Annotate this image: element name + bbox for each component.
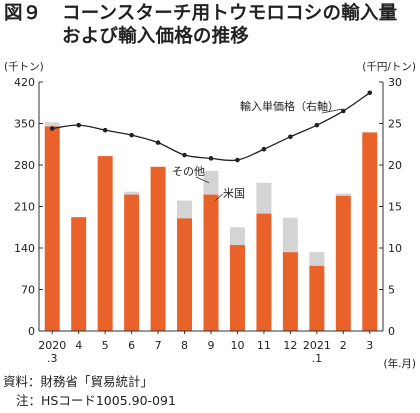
- x-tick-label-part: 2020: [38, 339, 66, 352]
- left-tick-label-5: 350: [14, 118, 35, 131]
- x-tick-label-2: 5: [102, 339, 109, 352]
- x-tick-label-part: 2: [340, 339, 347, 352]
- price-point-11: [341, 108, 346, 114]
- right-tick-label-3: 15: [388, 201, 402, 214]
- bar-us-10: [309, 265, 325, 331]
- price-point-1: [76, 122, 81, 128]
- x-tick-label-part: .1: [312, 352, 323, 365]
- price-label-leader: [321, 108, 343, 114]
- x-tick-label-part: 3: [366, 339, 373, 352]
- bar-other-7: [229, 227, 245, 246]
- bar-other-9: [282, 217, 298, 253]
- price-point-2: [102, 127, 108, 133]
- other-label-leader: [195, 176, 210, 184]
- right-tick-label-4: 20: [388, 159, 402, 172]
- left-tick-label-2: 140: [14, 242, 35, 255]
- bar-us-12: [362, 132, 378, 331]
- x-tick-label-5: 8: [181, 339, 188, 352]
- x-axis-unit: (年.月): [383, 357, 416, 370]
- price-point-9: [288, 134, 293, 140]
- chart-title-line-2: および輸入価格の推移: [62, 26, 250, 47]
- bar-us-2: [97, 156, 113, 331]
- price-point-4: [155, 140, 161, 145]
- bar-other-0: [44, 122, 60, 127]
- x-tick-label-part: 5: [102, 339, 109, 352]
- bar-us-11: [335, 195, 351, 331]
- x-tick-label-part: .3: [47, 352, 58, 365]
- price-point-5: [182, 152, 187, 158]
- right-axis-unit: (千円/トン): [362, 61, 416, 73]
- x-tick-label-1: 4: [75, 339, 82, 352]
- right-tick-label-2: 10: [388, 242, 402, 255]
- bar-other-5: [177, 200, 193, 219]
- bar-us-8: [256, 213, 272, 331]
- left-tick-label-1: 70: [21, 284, 35, 297]
- x-tick-label-part: 10: [230, 339, 244, 352]
- x-tick-label-3: 6: [128, 339, 135, 352]
- figure-label: 図９: [4, 3, 42, 24]
- bar-us-1: [71, 217, 87, 331]
- x-tick-label-4: 7: [155, 339, 162, 352]
- bar-other-10: [309, 252, 325, 266]
- x-tick-label-part: 12: [283, 339, 297, 352]
- x-tick-label-12: 3: [366, 339, 373, 352]
- x-tick-label-part: 7: [155, 339, 162, 352]
- price-point-10: [314, 122, 320, 128]
- x-tick-label-part: 9: [208, 339, 215, 352]
- bar-other-8: [256, 182, 272, 214]
- right-tick-label-1: 5: [388, 284, 395, 297]
- price-point-6: [208, 156, 214, 161]
- left-axis-unit: (千トン): [4, 61, 44, 73]
- x-tick-label-part: 4: [75, 339, 82, 352]
- x-tick-label-part: 2021: [303, 339, 331, 352]
- bar-us-9: [282, 252, 298, 331]
- x-tick-label-part: 6: [128, 339, 135, 352]
- bar-other-6: [203, 170, 219, 195]
- right-tick-label-6: 30: [388, 76, 402, 89]
- left-tick-label-3: 210: [14, 201, 35, 214]
- bar-us-0: [44, 126, 60, 331]
- price-point-7: [235, 157, 240, 163]
- chart-title-line-1: コーンスターチ用トウモロコシの輸入量: [62, 3, 398, 24]
- price-point-3: [129, 132, 134, 138]
- bar-us-7: [229, 245, 245, 331]
- x-tick-label-7: 10: [230, 339, 244, 352]
- bar-us-4: [150, 166, 166, 331]
- x-tick-label-8: 11: [257, 339, 271, 352]
- price-line-label: 輸入単価格（右軸）: [240, 99, 339, 113]
- source-note: 資料：財務省「貿易統計」: [3, 374, 154, 389]
- right-tick-label-0: 0: [388, 325, 395, 338]
- bar-other-11: [335, 193, 351, 196]
- x-tick-label-part: 8: [181, 339, 188, 352]
- chart-footer: 資料：財務省「貿易統計」 注：HSコード1005.90-091: [3, 372, 176, 410]
- hs-code-note: 注：HSコード1005.90-091: [16, 393, 176, 408]
- x-tick-label-part: 11: [257, 339, 271, 352]
- price-point-0: [49, 126, 55, 131]
- bar-us-3: [124, 194, 140, 331]
- left-tick-label-0: 0: [28, 325, 35, 338]
- bar-other-3: [124, 191, 140, 195]
- other-series-label: その他: [172, 165, 205, 178]
- left-tick-label-6: 420: [14, 76, 35, 89]
- price-point-12: [367, 90, 373, 96]
- x-tick-label-11: 2: [340, 339, 347, 352]
- x-tick-label-6: 9: [208, 339, 215, 352]
- us-series-label: 米国: [223, 187, 245, 200]
- bar-us-6: [203, 194, 219, 331]
- x-tick-label-0: 2020.3: [38, 339, 66, 365]
- price-point-8: [261, 146, 267, 152]
- us-label-leader: [214, 193, 224, 201]
- left-tick-label-4: 280: [14, 159, 35, 172]
- x-tick-label-10: 2021.1: [303, 339, 331, 365]
- bar-us-5: [177, 218, 193, 331]
- x-tick-label-9: 12: [283, 339, 297, 352]
- right-tick-label-5: 25: [388, 118, 402, 131]
- chart-title: 図９ コーンスターチ用トウモロコシの輸入量 および輸入価格の推移: [4, 2, 418, 48]
